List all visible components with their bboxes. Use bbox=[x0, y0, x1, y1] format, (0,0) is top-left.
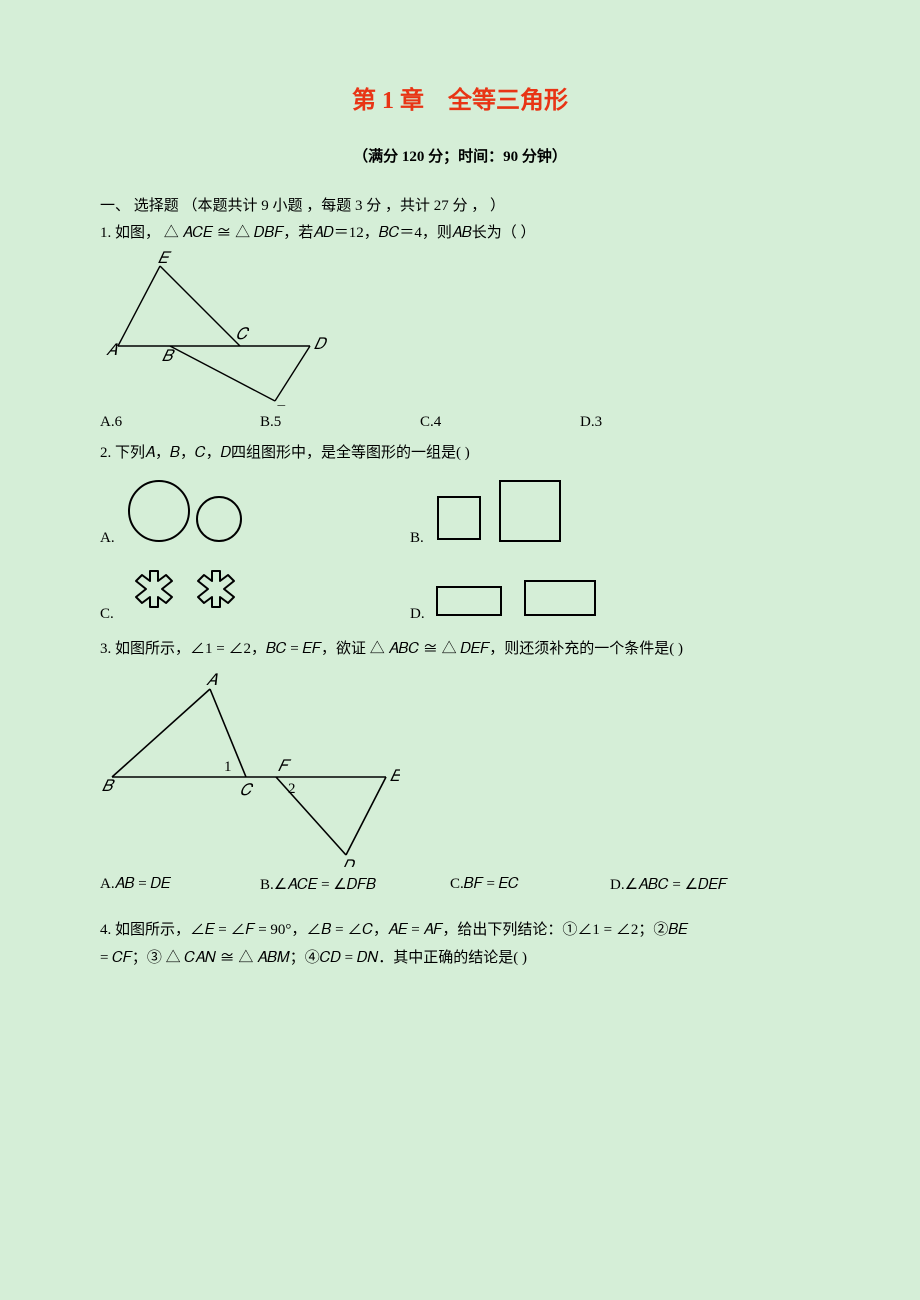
page: 第 1 章 全等三角形 （满分 120 分；时间：90 分钟） 一、 选择题 （… bbox=[0, 0, 920, 1300]
q3-opt-c: C.𝐵𝐹 = 𝐸𝐶 bbox=[450, 875, 610, 894]
q3-lbl-2: 2 bbox=[288, 781, 296, 797]
q3-lbl-D: 𝐷 bbox=[342, 858, 356, 867]
q3-lbl-F: 𝐹 bbox=[278, 758, 292, 775]
q2-lab-c: C. bbox=[100, 606, 114, 623]
q1-math: △ 𝐴𝐶𝐸 ≅ △ 𝐷𝐵𝐹，若𝐴𝐷＝12，𝐵𝐶＝4，则𝐴𝐵长为（ ） bbox=[160, 225, 536, 241]
q2-fig-d bbox=[431, 573, 631, 623]
q1-prefix: 1. 如图， bbox=[100, 225, 160, 241]
q3-options: A.𝐴𝐵 = 𝐷𝐸 B.∠𝐴𝐶𝐸 = ∠𝐷𝐹𝐵 C.𝐵𝐹 = 𝐸𝐶 D.∠𝐴𝐵𝐶… bbox=[100, 875, 820, 894]
q4-line2: = 𝐶𝐹；③ △ 𝐶𝐴𝑁 ≅ △ 𝐴𝐵𝑀；④𝐶𝐷 = 𝐷𝑁．其中正确的结论是( … bbox=[100, 946, 820, 970]
chapter-title: 第 1 章 全等三角形 bbox=[100, 80, 820, 115]
lbl-E: 𝐸 bbox=[158, 251, 172, 267]
q2-cell-b: B. bbox=[410, 475, 720, 547]
q1-figure: 𝐸 𝐴 𝐵 𝐶 𝐷 𝐹 bbox=[100, 251, 820, 406]
q1-stem: 1. 如图， △ 𝐴𝐶𝐸 ≅ △ 𝐷𝐵𝐹，若𝐴𝐷＝12，𝐵𝐶＝4，则𝐴𝐵长为（ … bbox=[100, 221, 820, 245]
q1-opt-a: A.6 bbox=[100, 414, 260, 431]
q1-opt-d: D.3 bbox=[580, 414, 740, 431]
lbl-A: 𝐴 bbox=[106, 342, 118, 359]
q2-cell-a: A. bbox=[100, 475, 410, 547]
q3-opt-a: A.𝐴𝐵 = 𝐷𝐸 bbox=[100, 875, 260, 894]
q1-options: A.6 B.5 C.4 D.3 bbox=[100, 414, 820, 431]
q2-stem: 2. 下列𝐴，𝐵，𝐶，𝐷四组图形中，是全等图形的一组是( ) bbox=[100, 441, 820, 465]
q3-lbl-A: 𝐴 bbox=[206, 672, 218, 689]
lbl-D: 𝐷 bbox=[314, 336, 328, 353]
sub-title: （满分 120 分；时间：90 分钟） bbox=[100, 145, 820, 166]
q3-opt-d: D.∠𝐴𝐵𝐶 = ∠𝐷𝐸𝐹 bbox=[610, 875, 770, 894]
q3-svg: 𝐴 𝐵 𝐶 𝐹 𝐸 𝐷 1 2 bbox=[100, 667, 400, 867]
q2-lab-d: D. bbox=[410, 606, 425, 623]
q3-figure: 𝐴 𝐵 𝐶 𝐹 𝐸 𝐷 1 2 bbox=[100, 667, 820, 867]
q3-lbl-C: 𝐶 bbox=[240, 782, 254, 799]
q3-lbl-B: 𝐵 bbox=[102, 778, 115, 795]
lbl-C: 𝐶 bbox=[236, 326, 250, 343]
q3-lbl-1: 1 bbox=[224, 759, 232, 775]
q2-cell-d: D. bbox=[410, 559, 720, 623]
q2-fig-c bbox=[120, 559, 280, 623]
q1-opt-b: B.5 bbox=[260, 414, 420, 431]
q3-lbl-E: 𝐸 bbox=[390, 768, 400, 785]
q2-cell-c: C. bbox=[100, 559, 410, 623]
lbl-B: 𝐵 bbox=[162, 348, 175, 365]
q2-fig-b bbox=[430, 475, 610, 547]
q4-line1: 4. 如图所示，∠𝐸 = ∠𝐹 = 90°，∠𝐵 = ∠𝐶，𝐴𝐸 = 𝐴𝐹，给出… bbox=[100, 918, 820, 942]
q2-lab-b: B. bbox=[410, 530, 424, 547]
q2-fig-a bbox=[121, 475, 271, 547]
q1-svg: 𝐸 𝐴 𝐵 𝐶 𝐷 𝐹 bbox=[100, 251, 330, 406]
q2-lab-a: A. bbox=[100, 530, 115, 547]
q1-opt-c: C.4 bbox=[420, 414, 580, 431]
lbl-F: 𝐹 bbox=[272, 404, 286, 406]
q2-grid: A. B. C. bbox=[100, 475, 820, 623]
section1-heading: 一、 选择题 （本题共计 9 小题 ，每题 3 分 ，共计 27 分 ， ） bbox=[100, 194, 820, 215]
q3-opt-b: B.∠𝐴𝐶𝐸 = ∠𝐷𝐹𝐵 bbox=[260, 875, 450, 894]
q3-stem: 3. 如图所示，∠1 = ∠2，𝐵𝐶 = 𝐸𝐹，欲证 △ 𝐴𝐵𝐶 ≅ △ 𝐷𝐸𝐹… bbox=[100, 637, 820, 661]
